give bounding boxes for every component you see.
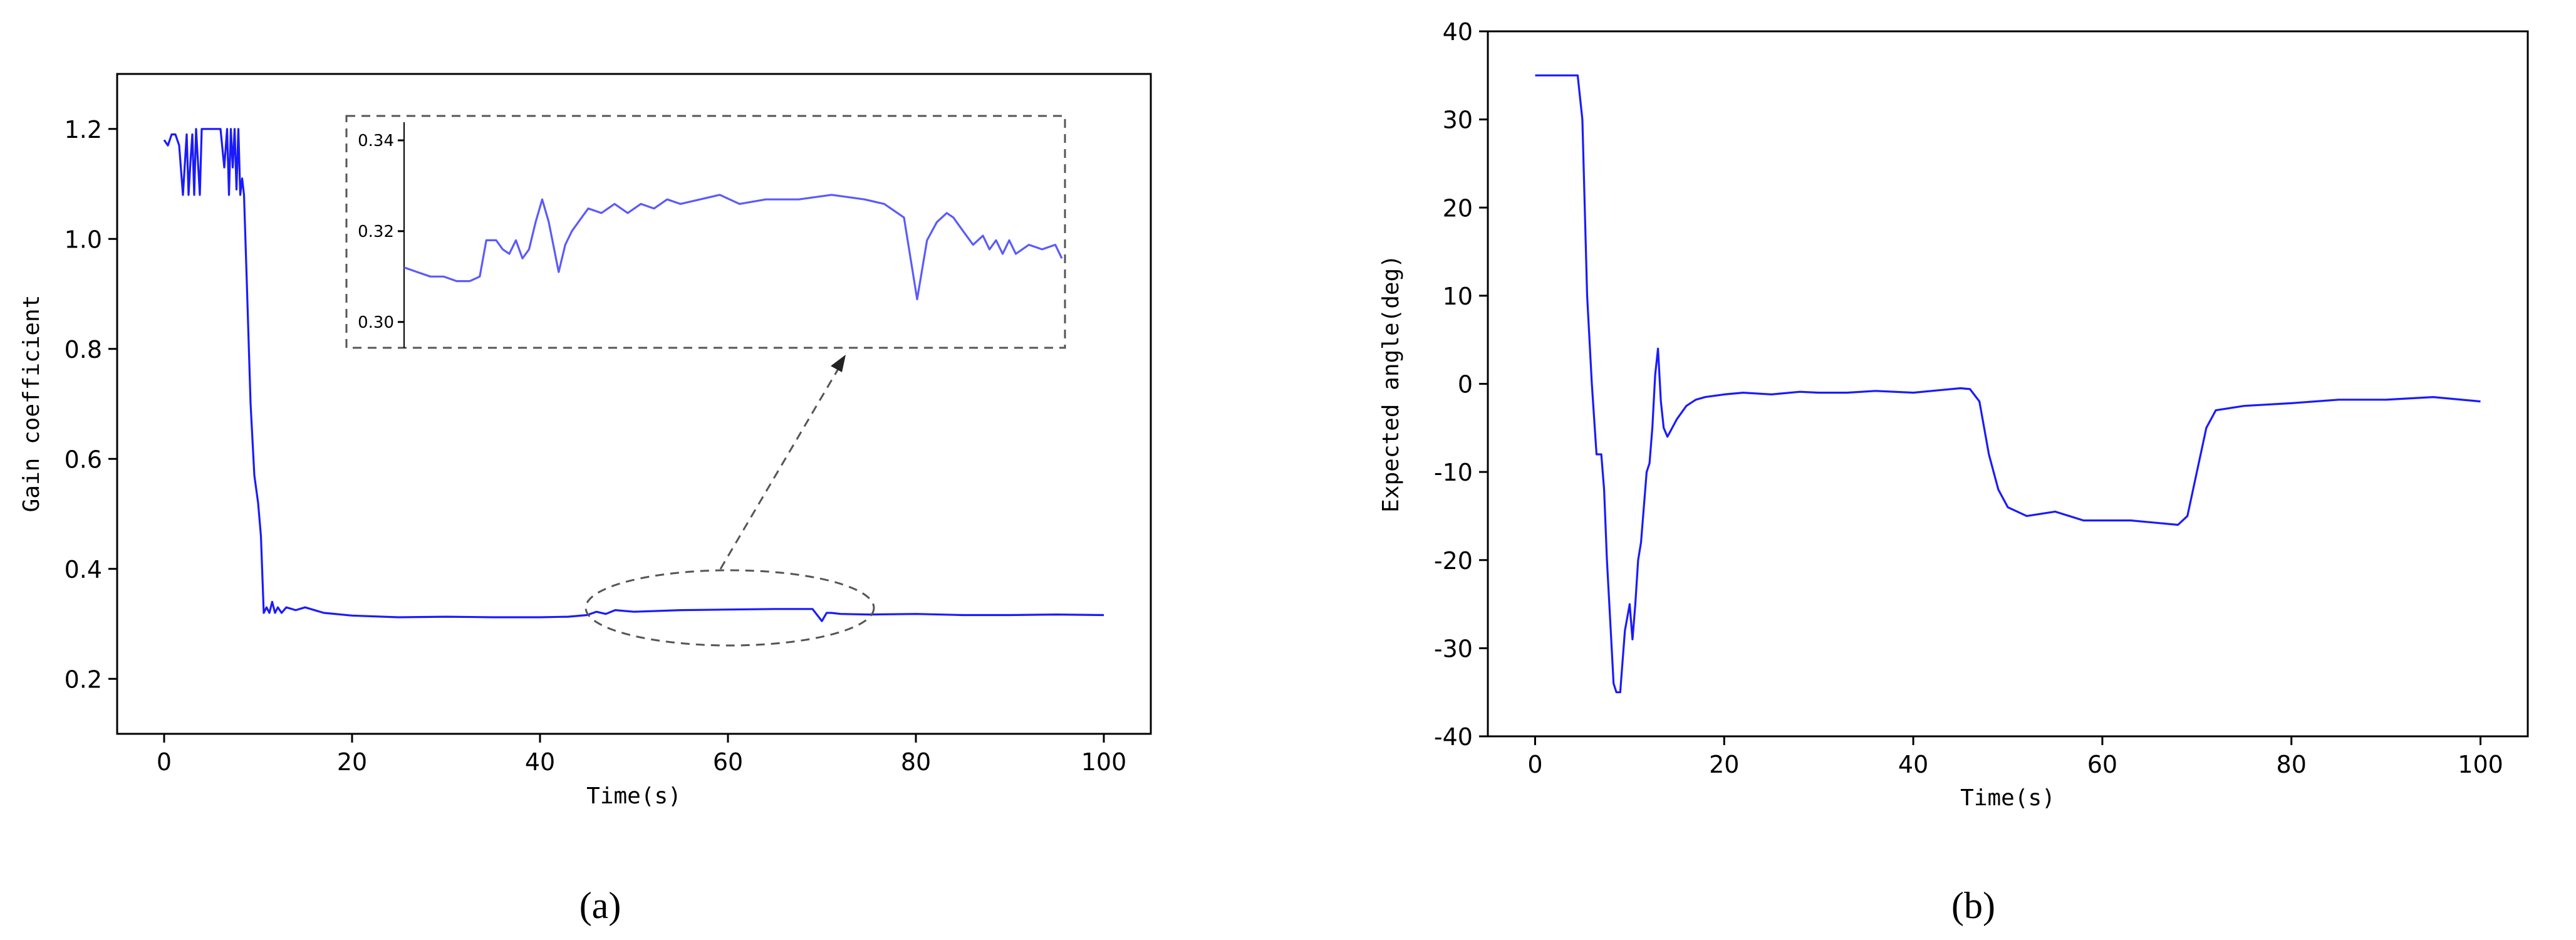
x-tick-label: 60 [713,748,743,776]
inset-series-line [403,194,1063,301]
y-axis-label-a: Gain coefficient [19,295,44,513]
y-tick-label: 0.4 [65,556,102,583]
x-tick-label: 80 [901,748,931,776]
inset-y-tick-label: 0.30 [358,313,394,332]
x-ticks-b: 0 20 40 60 80 100 [1527,736,2503,778]
x-axis-label-a: Time(s) [586,783,682,809]
inset-y-tick-label: 0.32 [358,222,394,241]
y-tick-label: 20 [1443,194,1473,222]
plot-area-a [116,73,1152,735]
zoom-inset: 0.30 0.32 0.34 [345,115,1066,349]
x-tick-label: 0 [1527,751,1542,778]
x-tick-label: 100 [1081,748,1127,776]
y-tick-label: -30 [1434,635,1473,662]
y-axis-label-b: Expected angle(deg) [1378,254,1404,513]
y-tick-label: 0.6 [65,446,102,473]
x-ticks-a: 0 20 40 60 80 100 [157,734,1126,776]
x-axis-label-b: Time(s) [1960,785,2055,811]
y-ticks-b: 40 30 20 10 0 -10 -20 -30 -40 [1434,18,1488,751]
zoom-arrow-head [831,355,846,372]
panel-a-gain-coefficient: 0 20 40 60 80 100 0.2 0.4 0.6 0.8 1.0 1.2 0.30 0.32… [19,73,1152,926]
x-tick-label: 80 [2277,751,2307,778]
inset-frame [345,115,1066,349]
y-tick-label: 0.8 [65,336,102,363]
x-tick-label: 100 [2458,751,2503,778]
x-tick-label: 0 [157,748,172,776]
series-line-angle [1535,74,2481,694]
y-ticks-a: 0.2 0.4 0.6 0.8 1.0 1.2 [65,116,117,693]
inset-y-ticks: 0.30 0.32 0.34 [358,132,404,332]
y-tick-label: -10 [1434,459,1473,486]
highlight-ellipse [584,569,875,647]
x-tick-label: 20 [1709,751,1739,778]
x-tick-label: 60 [2087,751,2117,778]
y-tick-label: 0 [1458,371,1473,399]
plot-area-b [1487,30,2529,738]
y-tick-label: 30 [1443,107,1473,134]
y-tick-label: 1.0 [65,226,102,253]
x-tick-label: 20 [337,748,367,776]
x-tick-label: 40 [525,748,555,776]
y-tick-label: 1.2 [65,116,102,144]
caption-a: (a) [579,885,621,926]
caption-b: (b) [1951,885,1995,926]
y-tick-label: -20 [1434,547,1473,575]
y-tick-label: 40 [1443,18,1473,46]
series-line-gain [163,128,1104,622]
y-tick-label: 10 [1443,283,1473,310]
inset-y-tick-label: 0.34 [358,132,394,150]
zoom-arrow-line [719,364,842,570]
x-tick-label: 40 [1898,751,1928,778]
y-tick-label: 0.2 [65,666,102,693]
y-tick-label: -40 [1434,723,1473,751]
